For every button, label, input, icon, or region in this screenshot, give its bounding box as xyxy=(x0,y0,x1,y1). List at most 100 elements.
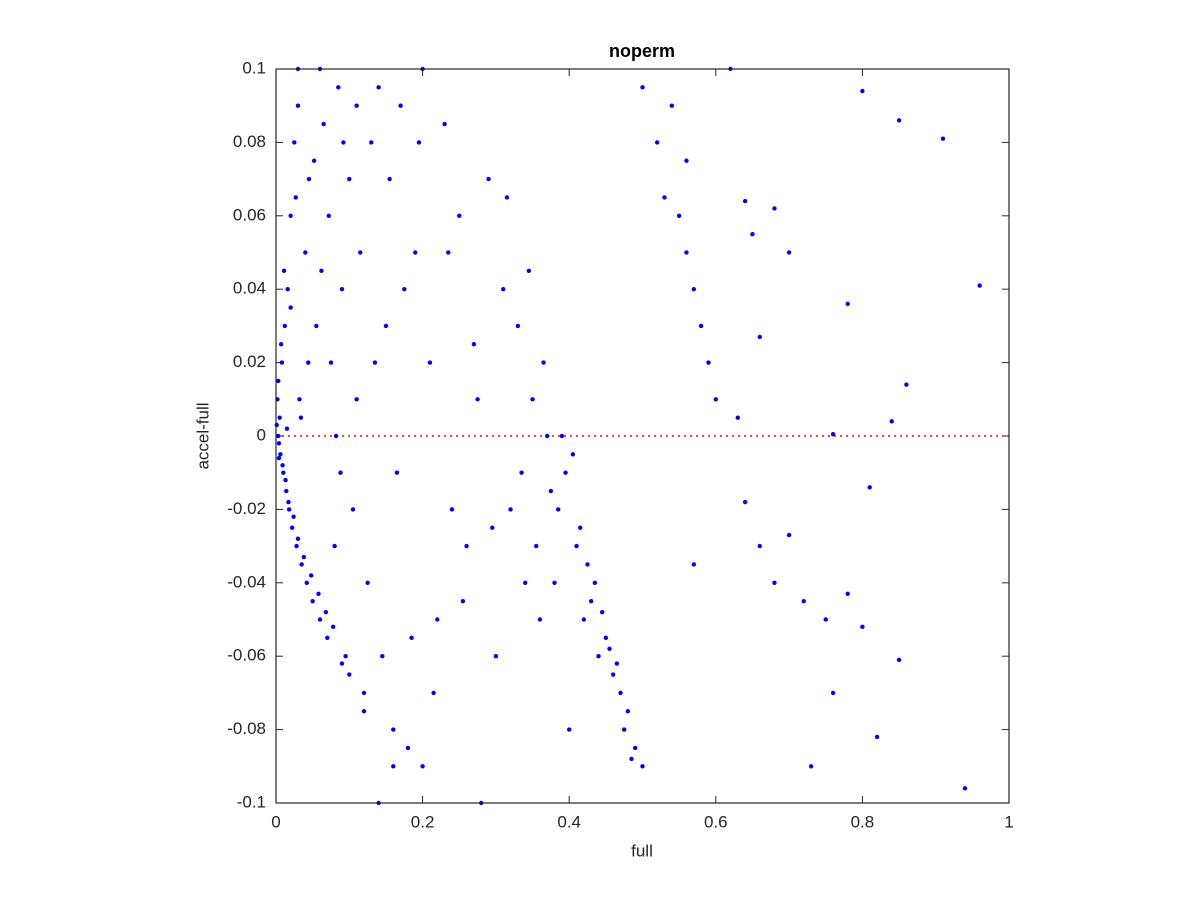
point xyxy=(548,488,554,494)
point xyxy=(904,382,909,387)
point xyxy=(940,136,946,141)
x-tick-label: 0.2 xyxy=(411,812,435,831)
y-tick-label: 0 xyxy=(257,425,266,444)
point xyxy=(676,213,682,218)
point xyxy=(801,598,806,604)
point xyxy=(486,176,491,182)
y-tick-label: -0.06 xyxy=(227,646,266,665)
point xyxy=(519,470,524,475)
point xyxy=(662,195,667,200)
point xyxy=(291,514,296,519)
point xyxy=(365,580,370,585)
point xyxy=(333,433,339,439)
y-tick-label: -0.08 xyxy=(227,719,266,738)
point xyxy=(464,543,469,549)
point xyxy=(339,661,345,666)
point xyxy=(845,301,850,307)
point xyxy=(330,624,336,630)
point xyxy=(281,470,286,475)
point xyxy=(845,591,850,597)
point xyxy=(289,525,295,530)
point xyxy=(435,617,440,622)
point xyxy=(750,231,755,237)
point xyxy=(896,657,902,663)
point xyxy=(308,573,314,578)
x-axis-label: full xyxy=(631,841,653,860)
point xyxy=(311,158,317,163)
point xyxy=(288,305,293,310)
point xyxy=(316,591,321,597)
point xyxy=(541,360,546,365)
point xyxy=(460,598,466,604)
point xyxy=(669,103,675,108)
point xyxy=(860,624,865,630)
point xyxy=(581,617,587,622)
point xyxy=(339,287,345,292)
point xyxy=(874,734,880,740)
point xyxy=(427,360,433,365)
point xyxy=(361,690,367,696)
point xyxy=(299,562,304,567)
x-tick-label: 0 xyxy=(271,812,280,831)
point xyxy=(508,507,513,512)
point xyxy=(823,617,828,622)
point xyxy=(504,195,510,200)
point xyxy=(706,360,711,365)
point xyxy=(277,415,282,420)
point xyxy=(713,397,718,402)
point xyxy=(285,287,290,292)
point xyxy=(354,397,359,402)
point xyxy=(563,470,568,475)
point xyxy=(977,283,982,288)
point xyxy=(325,635,330,641)
y-tick-label: 0.08 xyxy=(233,132,266,151)
chart-title: noperm xyxy=(609,41,675,61)
point xyxy=(446,250,451,255)
point xyxy=(585,562,590,567)
point xyxy=(297,397,302,402)
point xyxy=(306,176,312,182)
point xyxy=(310,598,315,604)
point xyxy=(372,360,378,365)
point xyxy=(567,727,572,732)
point xyxy=(295,536,301,541)
point xyxy=(286,507,292,512)
point xyxy=(280,463,285,468)
point xyxy=(830,690,836,696)
point xyxy=(757,334,762,340)
point xyxy=(493,654,499,659)
point xyxy=(457,213,462,218)
point xyxy=(398,103,403,108)
point xyxy=(691,287,697,292)
point xyxy=(742,198,748,204)
point xyxy=(276,455,282,461)
point xyxy=(319,268,324,274)
point xyxy=(691,562,697,567)
point xyxy=(420,764,425,769)
point xyxy=(559,433,565,439)
point xyxy=(409,635,414,641)
point xyxy=(772,206,777,211)
point xyxy=(338,470,343,475)
point xyxy=(621,727,627,732)
point xyxy=(332,543,337,549)
point xyxy=(288,213,293,218)
point xyxy=(786,250,792,255)
point xyxy=(416,140,422,145)
point xyxy=(735,415,740,420)
point xyxy=(556,507,561,512)
point xyxy=(552,580,557,585)
point xyxy=(279,360,285,365)
x-tick-label: 1 xyxy=(1004,812,1013,831)
point xyxy=(391,764,396,769)
point xyxy=(361,709,367,714)
point xyxy=(341,140,346,145)
point xyxy=(526,268,532,274)
point xyxy=(889,419,894,424)
x-tick-label: 0.6 xyxy=(704,812,728,831)
point xyxy=(867,485,872,490)
point xyxy=(574,543,579,549)
y-tick-label: -0.1 xyxy=(237,792,266,811)
point xyxy=(343,654,348,659)
